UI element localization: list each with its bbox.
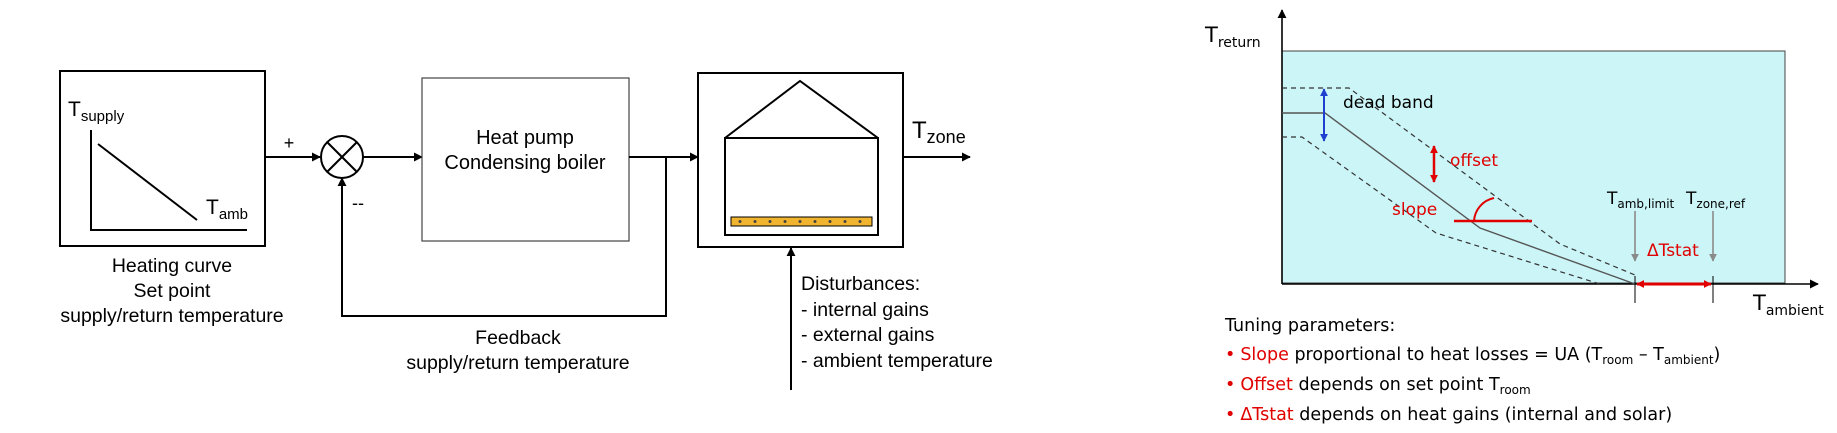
controller-label-1: Heat pump (476, 127, 574, 149)
dead-band-lower (1282, 136, 1601, 285)
building-box (697, 72, 904, 248)
heating-curve-box: Tsupply Tamb (59, 70, 266, 247)
controller-box: Heat pump Condensing boiler (421, 77, 630, 242)
t-zone-label: Tzone (912, 117, 966, 147)
plus-sign: + (284, 133, 295, 153)
heating-curve-chart: Treturn Tambient dead band offset slope … (1204, 9, 1824, 319)
chart-background (1281, 50, 1786, 284)
disturbance-internal: - internal gains (801, 299, 929, 321)
t-return-label: Treturn (1204, 23, 1261, 51)
feedback-label-2: supply/return temperature (406, 352, 629, 374)
minus-sign: -- (352, 193, 364, 213)
tuning-title: Tuning parameters: (1224, 316, 1395, 336)
tuning-slope: • Slope proportional to heat losses = UA … (1225, 345, 1720, 367)
heating-curve-caption-1: Heating curve (112, 255, 232, 277)
heating-curve-caption-2: Set point (134, 280, 212, 302)
block-diagram: Tsupply Tamb Heating curve Set point sup… (59, 70, 993, 390)
heating-curve-line (1282, 112, 1636, 285)
slope-angle-arc (1473, 197, 1495, 222)
feedback-line (337, 157, 667, 317)
disturbance-external: - external gains (801, 324, 935, 346)
tuning-offset: • Offset depends on set point Troom (1225, 375, 1531, 397)
offset-label: offset (1450, 151, 1498, 171)
heating-curve-caption-3: supply/return temperature (60, 305, 283, 327)
disturbances-title: Disturbances: (801, 273, 920, 295)
disturbance-ambient: - ambient temperature (801, 350, 993, 372)
delta-tstat-label: ΔTstat (1647, 241, 1699, 261)
t-amb-label: Tamb (206, 196, 248, 223)
t-supply-label: Tsupply (68, 98, 125, 125)
slope-label: slope (1392, 200, 1437, 220)
controller-label-2: Condensing boiler (444, 152, 606, 174)
feedback-label-1: Feedback (475, 327, 561, 349)
t-ambient-label: Tambient (1752, 291, 1824, 319)
t-zone-ref-label: Tzone,ref (1685, 189, 1746, 211)
tuning-delta: • ΔTstat depends on heat gains (internal … (1225, 405, 1672, 425)
summing-junction (320, 135, 364, 179)
floor-heating-dots (738, 220, 862, 223)
t-amb-limit-label: Tamb,limit (1606, 189, 1675, 211)
dead-band-upper (1282, 87, 1636, 276)
tuning-parameters: Tuning parameters: • Slope proportional t… (1224, 316, 1720, 425)
dead-band-label: dead band (1343, 93, 1434, 113)
